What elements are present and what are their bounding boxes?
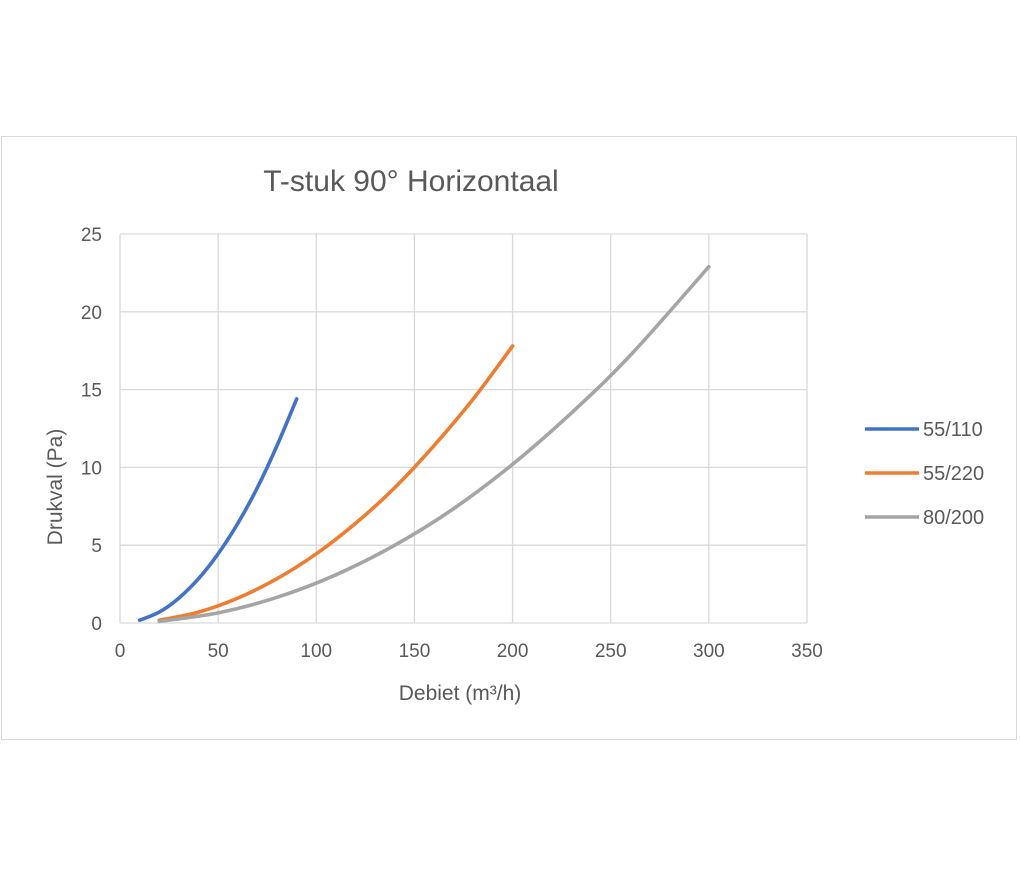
x-tick-label: 50 <box>208 641 229 662</box>
series-line-55-110 <box>137 397 299 622</box>
legend: 55/110 55/220 80/200 <box>865 419 984 529</box>
series-line-80-200 <box>157 264 711 624</box>
x-tick-label: 250 <box>595 641 627 662</box>
x-axis-label: Debiet (m³/h) <box>399 682 522 705</box>
y-tick-label: 25 <box>81 225 102 246</box>
y-axis-label: Drukval (Pa) <box>44 429 67 546</box>
y-tick-label: 15 <box>81 381 102 402</box>
y-tick-label: 10 <box>81 458 102 479</box>
y-axis-ticks: 0 5 10 15 20 25 <box>81 225 102 635</box>
legend-label: 55/110 <box>923 419 983 441</box>
x-tick-label: 0 <box>115 641 126 662</box>
y-tick-label: 0 <box>91 614 102 635</box>
x-tick-label: 100 <box>300 641 332 662</box>
x-tick-label: 350 <box>791 641 823 662</box>
x-tick-label: 300 <box>693 641 725 662</box>
series-line-55-220 <box>157 344 515 622</box>
x-tick-label: 150 <box>399 641 431 662</box>
x-tick-label: 200 <box>497 641 529 662</box>
legend-label: 80/200 <box>923 507 984 529</box>
chart-svg: T-stuk 90° Horizontaal 0 50 100 150 200 250 30… <box>44 165 984 705</box>
grid <box>119 233 808 624</box>
x-axis-ticks: 0 50 100 150 200 250 300 350 <box>115 641 823 662</box>
chart-frame: T-stuk 90° Horizontaal 0 50 100 150 200 250 30… <box>1 136 1017 740</box>
y-tick-label: 20 <box>81 303 102 324</box>
series-layer <box>137 264 711 624</box>
y-tick-label: 5 <box>91 536 102 557</box>
legend-label: 55/220 <box>923 463 984 485</box>
chart-title: T-stuk 90° Horizontaal <box>263 165 558 198</box>
